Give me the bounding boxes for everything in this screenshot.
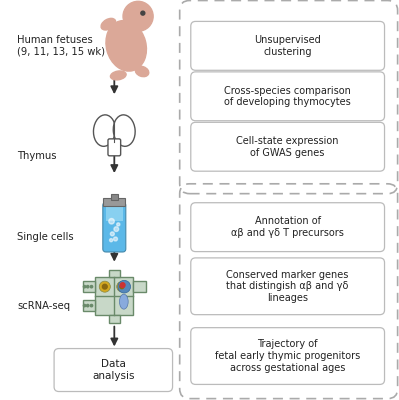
Text: Trajectory of
fetal early thymic progenitors
across gestational ages: Trajectory of fetal early thymic progeni…	[215, 340, 360, 373]
Circle shape	[83, 286, 86, 288]
FancyBboxPatch shape	[108, 139, 120, 156]
FancyBboxPatch shape	[111, 194, 118, 200]
Text: Unsupervised
clustering: Unsupervised clustering	[254, 35, 321, 57]
Circle shape	[90, 286, 93, 288]
FancyBboxPatch shape	[133, 281, 146, 292]
FancyBboxPatch shape	[191, 122, 385, 171]
FancyBboxPatch shape	[103, 198, 125, 206]
Circle shape	[120, 283, 125, 288]
Circle shape	[117, 223, 120, 226]
Circle shape	[118, 280, 130, 293]
Circle shape	[111, 232, 114, 236]
Ellipse shape	[111, 71, 126, 80]
FancyBboxPatch shape	[191, 258, 385, 315]
FancyBboxPatch shape	[106, 206, 122, 221]
FancyBboxPatch shape	[109, 270, 120, 277]
FancyBboxPatch shape	[95, 277, 133, 315]
Circle shape	[110, 238, 113, 242]
Circle shape	[120, 285, 124, 289]
Text: Cell-state expression
of GWAS genes: Cell-state expression of GWAS genes	[237, 136, 339, 158]
Text: Single cells: Single cells	[17, 232, 74, 242]
Circle shape	[114, 237, 117, 241]
Text: Human fetuses
(9, 11, 13, 15 wk): Human fetuses (9, 11, 13, 15 wk)	[17, 35, 105, 57]
FancyBboxPatch shape	[103, 202, 126, 252]
Ellipse shape	[135, 66, 149, 77]
Circle shape	[123, 1, 153, 31]
Text: Thymus: Thymus	[17, 151, 57, 161]
Text: Cross-species comparison
of developing thymocytes: Cross-species comparison of developing t…	[224, 86, 351, 107]
FancyBboxPatch shape	[191, 72, 385, 121]
Circle shape	[99, 281, 111, 292]
Circle shape	[87, 286, 89, 288]
Ellipse shape	[119, 294, 128, 309]
Circle shape	[117, 282, 127, 292]
Ellipse shape	[93, 115, 115, 146]
Circle shape	[114, 227, 119, 232]
Text: Data
analysis: Data analysis	[92, 359, 134, 381]
Circle shape	[83, 304, 86, 307]
Ellipse shape	[101, 18, 116, 30]
Ellipse shape	[113, 115, 135, 146]
Circle shape	[109, 218, 114, 224]
FancyBboxPatch shape	[109, 315, 120, 323]
Circle shape	[103, 284, 107, 289]
FancyBboxPatch shape	[83, 300, 95, 311]
Text: Conserved marker genes
that distingish αβ and γδ
lineages: Conserved marker genes that distingish α…	[227, 270, 349, 303]
FancyBboxPatch shape	[191, 203, 385, 252]
Ellipse shape	[106, 20, 146, 71]
FancyBboxPatch shape	[83, 281, 95, 292]
FancyBboxPatch shape	[191, 22, 385, 70]
Text: scRNA-seq: scRNA-seq	[17, 301, 70, 311]
Circle shape	[90, 304, 93, 307]
Circle shape	[141, 11, 145, 15]
Text: Annotation of
αβ and γδ T precursors: Annotation of αβ and γδ T precursors	[231, 216, 344, 238]
FancyBboxPatch shape	[191, 328, 385, 384]
Circle shape	[87, 304, 89, 307]
FancyBboxPatch shape	[54, 348, 172, 392]
